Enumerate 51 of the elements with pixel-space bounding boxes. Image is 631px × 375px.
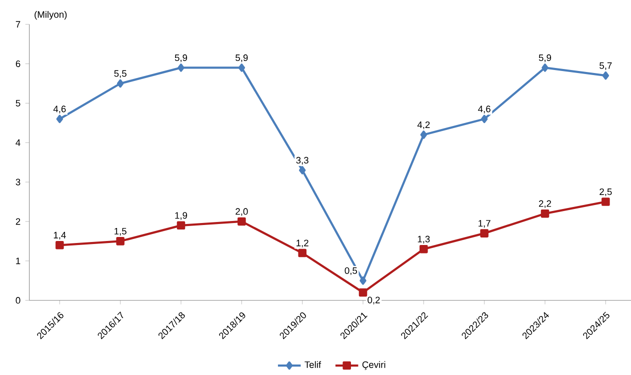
legend-label: Telif bbox=[304, 361, 322, 368]
y-tick-label: 3 bbox=[16, 178, 20, 186]
data-label: 1,5 bbox=[114, 228, 126, 236]
data-label: 4,6 bbox=[53, 106, 66, 114]
data-label: 3,3 bbox=[296, 156, 308, 165]
point bbox=[480, 229, 488, 238]
y-tick-label: 4 bbox=[16, 139, 20, 146]
y-tick-label: 5 bbox=[16, 100, 20, 106]
data-label: 0,2 bbox=[368, 296, 380, 304]
data-label: 1,4 bbox=[54, 232, 66, 240]
point bbox=[56, 114, 64, 124]
data-label: 4,6 bbox=[478, 106, 490, 114]
data-label: 2,5 bbox=[600, 188, 612, 196]
point bbox=[358, 288, 368, 297]
point bbox=[602, 71, 610, 80]
y-tick-label: 2 bbox=[16, 218, 20, 225]
point bbox=[542, 64, 548, 72]
point bbox=[116, 79, 124, 88]
legend-label: Çeviri bbox=[362, 361, 386, 370]
data-label: 5,9 bbox=[174, 54, 188, 62]
point bbox=[420, 130, 428, 139]
data-label: 1,7 bbox=[478, 220, 490, 228]
point bbox=[360, 276, 366, 285]
y-tick-label: 7 bbox=[16, 21, 20, 28]
y-tick-label: 0 bbox=[16, 297, 20, 304]
data-label: 1,9 bbox=[175, 212, 188, 220]
point bbox=[420, 244, 428, 254]
point bbox=[540, 209, 550, 218]
point bbox=[238, 217, 246, 226]
data-label: 5,9 bbox=[236, 54, 248, 62]
y-tick-label: 6 bbox=[16, 60, 20, 68]
data-label: 5,5 bbox=[114, 70, 126, 78]
data-label: 5,7 bbox=[600, 62, 612, 70]
point bbox=[116, 237, 124, 246]
data-label: 2,0 bbox=[236, 208, 248, 216]
data-label: 1,3 bbox=[418, 236, 430, 244]
y-tick-label: 1 bbox=[16, 258, 20, 264]
point bbox=[298, 166, 306, 174]
data-label: 5,9 bbox=[538, 54, 552, 62]
point bbox=[238, 64, 246, 72]
point bbox=[176, 221, 186, 230]
point bbox=[178, 64, 184, 72]
data-label: 2,2 bbox=[538, 200, 552, 208]
data-label: 0,5 bbox=[344, 267, 358, 276]
y-axis-title: (Milyon) bbox=[34, 10, 67, 20]
point bbox=[480, 114, 488, 124]
point bbox=[602, 198, 610, 206]
data-label: 1,2 bbox=[296, 240, 308, 248]
point bbox=[298, 248, 306, 258]
point bbox=[56, 241, 64, 250]
data-label: 4,2 bbox=[417, 121, 430, 130]
